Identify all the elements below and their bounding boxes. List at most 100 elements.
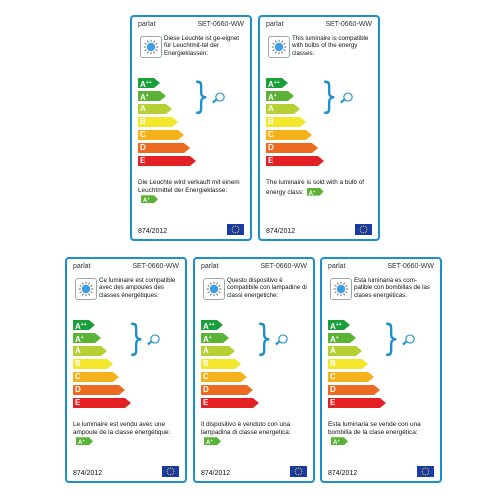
sold-with-text: Esta luminaria se vende con una bombilla… — [328, 421, 434, 446]
energy-class-letter: E — [330, 398, 336, 407]
energy-class-letter: A — [75, 322, 81, 331]
energy-class-bar: A++ — [201, 320, 223, 330]
energy-class-letter: A — [75, 335, 81, 344]
sold-with-text: The luminaire is sold with a bulb of ene… — [266, 179, 372, 196]
compatibility-text: Questo dispositivo è compatibile con lam… — [227, 277, 307, 299]
energy-class-letter: C — [203, 372, 209, 381]
energy-class-letter: C — [140, 130, 146, 139]
sold-class-letter: A — [206, 440, 211, 447]
range-brace-icon: } — [128, 318, 145, 361]
sold-class-badge: A+ — [307, 188, 324, 196]
energy-class-bar: E — [266, 156, 324, 166]
energy-class-plus: ++ — [335, 322, 342, 328]
brand-name: parlat — [138, 21, 156, 28]
energy-class-letter: A — [330, 335, 336, 344]
sold-class-letter: A — [143, 198, 148, 205]
energy-class-bar: A+ — [138, 91, 166, 101]
energy-class-plus: + — [80, 335, 84, 341]
sold-class-badge: A+ — [331, 437, 348, 445]
energy-class-bar: A — [266, 104, 300, 114]
regulation-number: 874/2012 — [328, 470, 358, 477]
regulation-number: 874/2012 — [138, 228, 168, 235]
product-code: SET-0660-WW — [387, 263, 434, 270]
energy-class-letter: A — [268, 80, 274, 89]
energy-class-letter: A — [330, 346, 336, 355]
energy-class-letter: C — [268, 130, 274, 139]
sold-with-label: Le luminaire est vendu avec une ampoule … — [73, 421, 171, 436]
sold-with-label: Esta luminaria se vende con una bombilla… — [328, 421, 421, 436]
energy-class-bar: A++ — [328, 320, 350, 330]
energy-class-bar: D — [138, 143, 190, 153]
energy-class-bar: A+ — [73, 333, 101, 343]
lamp-sun-icon — [268, 36, 290, 58]
light-bulb-icon — [210, 91, 226, 110]
energy-class-bar: D — [328, 385, 380, 395]
energy-class-bar: B — [138, 117, 178, 127]
energy-class-letter: A — [203, 335, 209, 344]
energy-class-letter: A — [140, 104, 146, 113]
light-bulb-icon — [338, 91, 354, 110]
sold-with-text: Le luminaire est vendu avec une ampoule … — [73, 421, 179, 446]
energy-class-letter: C — [330, 372, 336, 381]
energy-class-bar: A — [201, 346, 235, 356]
energy-class-letter: E — [268, 156, 274, 165]
product-code: SET-0660-WW — [132, 263, 179, 270]
regulation-number: 874/2012 — [201, 470, 231, 477]
product-code: SET-0660-WW — [197, 21, 244, 28]
eu-flag-icon — [355, 224, 372, 235]
energy-class-bar: A+ — [328, 333, 356, 343]
energy-class-plus: ++ — [273, 80, 280, 86]
range-brace-icon: } — [383, 318, 400, 361]
energy-class-letter: D — [330, 385, 336, 394]
energy-class-bar: C — [201, 372, 247, 382]
sold-class-badge: A+ — [76, 437, 93, 445]
energy-class-bar: C — [138, 130, 184, 140]
energy-class-bar: B — [201, 359, 241, 369]
lamp-sun-icon — [140, 36, 162, 58]
energy-class-letter: B — [140, 117, 146, 126]
sold-with-label: Die Leuchte wird verkauft mit einem Leuc… — [138, 179, 240, 194]
energy-class-bar: B — [328, 359, 368, 369]
sold-class-plus: + — [337, 438, 340, 444]
sold-class-letter: A — [78, 440, 83, 447]
energy-class-bar: D — [73, 385, 125, 395]
compatibility-text: This luminaire is compatible with bulbs … — [292, 35, 369, 57]
sold-class-plus: + — [210, 438, 213, 444]
energy-label-es: parlat SET-0660-WW Esta luminaria es com-p… — [320, 257, 442, 483]
energy-class-letter: B — [203, 359, 209, 368]
light-bulb-icon — [145, 333, 161, 352]
compatibility-text: Ce luminaire est compatible avec des amp… — [99, 277, 176, 299]
energy-class-letter: E — [140, 156, 146, 165]
energy-class-bar: E — [138, 156, 196, 166]
product-code: SET-0660-WW — [260, 263, 307, 270]
energy-class-scale: A++ A+ A B C D E — [138, 78, 196, 169]
energy-class-bar: E — [328, 398, 386, 408]
energy-label-fr: parlat SET-0660-WW Ce luminaire est compat… — [65, 257, 187, 483]
light-bulb-icon — [400, 333, 416, 352]
brand-name: parlat — [328, 263, 346, 270]
eu-flag-icon — [227, 224, 244, 235]
energy-class-bar: C — [328, 372, 374, 382]
energy-class-scale: A++ A+ A B C D E — [328, 320, 386, 411]
range-brace-icon: } — [256, 318, 273, 361]
energy-class-bar: E — [73, 398, 131, 408]
energy-class-bar: A — [138, 104, 172, 114]
range-brace-icon: } — [193, 76, 210, 119]
energy-class-letter: A — [203, 322, 209, 331]
compatibility-text: Esta luminaria es com-patible con bombil… — [354, 277, 431, 299]
energy-class-plus: + — [335, 335, 339, 341]
energy-class-letter: A — [268, 93, 274, 102]
energy-class-scale: A++ A+ A B C D E — [73, 320, 131, 411]
energy-class-letter: D — [268, 143, 274, 152]
energy-class-bar: E — [201, 398, 259, 408]
sold-class-letter: A — [333, 440, 338, 447]
sold-with-label: The luminaire is sold with a bulb of ene… — [266, 179, 365, 196]
eu-flag-icon — [417, 466, 434, 477]
energy-class-letter: B — [330, 359, 336, 368]
compatibility-text: Diese Leuchte ist ge-eignet für Leuchtmi… — [164, 35, 239, 57]
energy-class-letter: B — [268, 117, 274, 126]
energy-class-letter: E — [75, 398, 81, 407]
energy-class-bar: A++ — [138, 78, 160, 88]
energy-class-plus: + — [145, 93, 149, 99]
energy-label-it: parlat SET-0660-WW Questo dispositivo è co… — [193, 257, 315, 483]
